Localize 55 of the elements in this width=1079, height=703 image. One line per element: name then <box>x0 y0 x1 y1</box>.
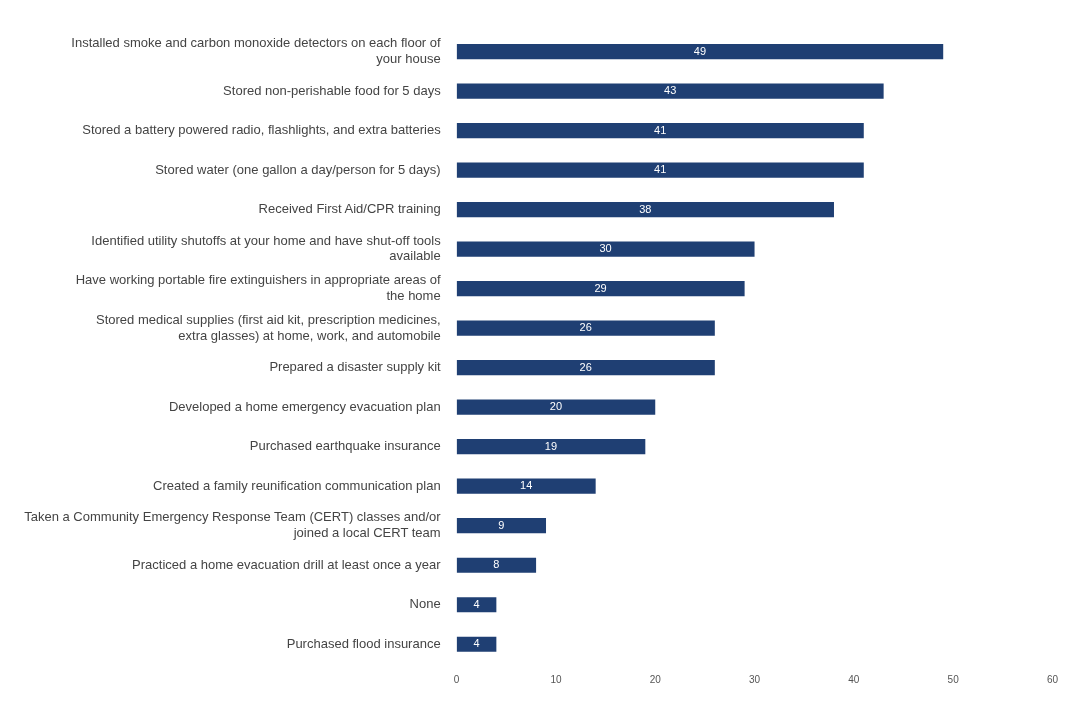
bar <box>456 241 755 257</box>
x-tick-label: 30 <box>748 673 761 685</box>
x-tick-label: 0 <box>453 673 460 685</box>
bar <box>456 281 745 297</box>
data-label: 4 <box>473 597 480 610</box>
bar <box>456 83 884 99</box>
bar <box>456 162 864 178</box>
y-tick-label: Prepared a disaster supply kit <box>269 359 442 375</box>
x-tick-label: 60 <box>1046 673 1059 685</box>
y-tick-label: Identified utility shutoffs at your home and have shut-off tools available <box>91 232 442 264</box>
y-tick-label: None <box>409 596 441 612</box>
data-label: 43 <box>664 84 677 97</box>
data-label: 4 <box>473 637 480 650</box>
y-tick-label: Stored non-perishable food for 5 days <box>223 82 442 98</box>
y-tick-label: Stored a battery powered radio, flashlights, and extra batteries <box>82 122 442 138</box>
data-label: 41 <box>654 163 667 176</box>
bar <box>456 597 497 613</box>
bar <box>456 360 715 376</box>
bar <box>456 557 537 573</box>
y-tick-label: Created a family reunification communication plan <box>153 477 441 493</box>
x-tick-label: 50 <box>947 673 960 685</box>
data-label: 26 <box>579 360 592 373</box>
bar <box>456 202 834 218</box>
bar <box>456 123 864 139</box>
data-label: 29 <box>594 281 607 294</box>
y-tick-label: Taken a Community Emergency Response Team (CERT) classes and/or joined a local CERT team <box>24 509 442 541</box>
data-label: 19 <box>544 439 558 452</box>
data-label: 9 <box>498 518 505 531</box>
bar <box>456 399 656 415</box>
data-label: 49 <box>693 44 707 57</box>
data-label: 30 <box>599 242 612 255</box>
bar <box>456 518 547 534</box>
x-tick-label: 10 <box>550 673 562 685</box>
y-tick-label: Developed a home emergency evacuation plan <box>168 398 441 414</box>
bar <box>456 478 596 494</box>
x-tick-label: 40 <box>848 673 860 685</box>
y-tick-label: Stored water (one gallon a day/person for 5 days) <box>155 161 441 177</box>
y-tick-label: Practiced a home evacuation drill at least once a year <box>132 556 442 572</box>
y-tick-label: Have working portable fire extinguishers in appropriate areas of the home <box>75 272 442 304</box>
y-tick-label: Stored medical supplies (first aid kit, prescription medicines, extra glasses) at home, work, and automobile <box>96 311 441 343</box>
bar <box>456 636 497 652</box>
data-label: 38 <box>639 202 652 215</box>
data-label: 20 <box>549 400 563 413</box>
bar <box>456 439 646 455</box>
x-tick-label: 20 <box>649 673 662 685</box>
bar <box>456 320 715 336</box>
data-label: 14 <box>520 479 533 492</box>
y-tick-label: Purchased flood insurance <box>286 635 441 651</box>
data-label: 8 <box>493 558 500 571</box>
y-tick-label: Received First Aid/CPR training <box>258 201 441 217</box>
data-label: 26 <box>579 321 592 334</box>
bar <box>456 43 944 60</box>
y-tick-label: Installed smoke and carbon monoxide detectors on each floor of your house <box>71 35 442 66</box>
data-label: 41 <box>654 123 667 136</box>
y-tick-label: Purchased earthquake insurance <box>249 438 441 454</box>
